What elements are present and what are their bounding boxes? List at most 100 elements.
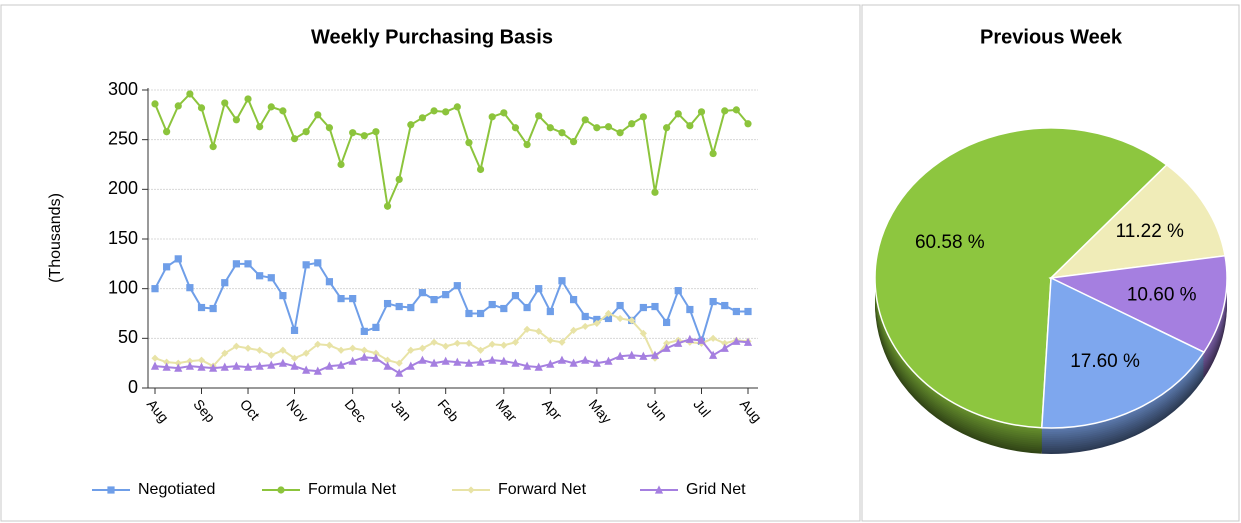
data-point bbox=[604, 314, 613, 323]
data-point bbox=[256, 123, 264, 131]
data-point bbox=[627, 350, 636, 359]
data-point bbox=[616, 314, 624, 323]
data-point bbox=[279, 107, 287, 115]
data-point bbox=[349, 344, 357, 352]
y-tick-label: 100 bbox=[108, 277, 138, 297]
data-point bbox=[267, 360, 276, 369]
data-point bbox=[406, 361, 415, 370]
data-point bbox=[557, 355, 567, 364]
y-tick-label: 300 bbox=[108, 79, 138, 99]
data-point bbox=[535, 327, 543, 335]
data-point bbox=[628, 120, 636, 128]
series-line bbox=[154, 338, 749, 375]
data-point bbox=[209, 304, 217, 313]
data-point bbox=[430, 107, 438, 115]
data-point bbox=[651, 188, 659, 196]
data-point bbox=[581, 312, 589, 321]
data-point bbox=[685, 334, 694, 343]
data-point bbox=[686, 122, 694, 130]
data-point bbox=[174, 255, 182, 263]
data-point bbox=[186, 357, 194, 365]
data-point bbox=[360, 352, 369, 361]
data-point bbox=[592, 358, 601, 367]
data-point bbox=[336, 360, 346, 369]
data-point bbox=[244, 260, 252, 268]
data-point bbox=[522, 361, 532, 370]
pie-slice bbox=[1048, 163, 1226, 280]
data-point bbox=[535, 285, 543, 293]
data-point bbox=[279, 346, 287, 354]
data-point bbox=[221, 349, 229, 357]
data-point bbox=[639, 351, 648, 360]
data-point bbox=[290, 135, 299, 143]
data-point bbox=[581, 116, 589, 124]
data-point bbox=[325, 278, 334, 286]
data-point bbox=[209, 363, 218, 372]
data-point bbox=[650, 350, 660, 359]
y-axis-label: (Thousands) bbox=[47, 193, 64, 283]
data-point bbox=[395, 175, 403, 183]
legend-label: Negotiated bbox=[138, 481, 215, 498]
data-point bbox=[593, 319, 601, 328]
data-point bbox=[371, 353, 381, 362]
data-point bbox=[232, 361, 241, 370]
data-point bbox=[325, 124, 334, 132]
data-point bbox=[220, 362, 229, 371]
data-point bbox=[569, 138, 578, 146]
pie-label: 10.60 % bbox=[1127, 285, 1197, 306]
data-point bbox=[662, 343, 671, 352]
data-point bbox=[476, 357, 485, 366]
data-point bbox=[697, 108, 706, 116]
data-point bbox=[267, 274, 275, 282]
data-point bbox=[639, 329, 647, 337]
data-point bbox=[674, 287, 682, 295]
data-point bbox=[534, 362, 543, 371]
data-point bbox=[488, 340, 496, 348]
data-point bbox=[721, 301, 729, 310]
data-point bbox=[395, 302, 403, 311]
data-point bbox=[256, 272, 264, 280]
data-point bbox=[709, 149, 717, 158]
data-point bbox=[232, 342, 240, 350]
data-point bbox=[302, 128, 310, 136]
data-point bbox=[302, 261, 310, 269]
data-point bbox=[615, 351, 625, 360]
data-point bbox=[511, 292, 520, 300]
data-point bbox=[174, 359, 182, 367]
data-point bbox=[500, 109, 508, 117]
data-point bbox=[744, 307, 752, 316]
data-point bbox=[593, 315, 601, 324]
legend-marker bbox=[107, 486, 115, 494]
data-point bbox=[256, 346, 264, 354]
pie-slice bbox=[874, 127, 1168, 429]
data-point bbox=[151, 354, 159, 362]
legend-marker bbox=[277, 486, 285, 494]
data-point bbox=[383, 202, 392, 210]
pie-slice bbox=[1040, 276, 1206, 429]
data-point bbox=[279, 292, 287, 300]
data-point bbox=[418, 114, 427, 122]
data-point bbox=[407, 303, 415, 312]
data-point bbox=[593, 124, 601, 132]
data-point bbox=[488, 355, 497, 364]
data-point bbox=[314, 340, 322, 348]
data-point bbox=[721, 107, 729, 115]
data-point bbox=[314, 111, 322, 119]
data-point bbox=[464, 358, 474, 367]
data-point bbox=[372, 323, 380, 332]
data-point bbox=[511, 124, 520, 132]
data-point bbox=[151, 285, 159, 293]
data-point bbox=[221, 279, 229, 287]
y-tick-label: 0 bbox=[128, 377, 138, 397]
data-point bbox=[407, 121, 415, 129]
data-point bbox=[663, 318, 671, 327]
data-point bbox=[721, 339, 729, 347]
data-point bbox=[651, 302, 659, 311]
data-point bbox=[349, 129, 357, 137]
data-point bbox=[558, 338, 566, 346]
legend-label: Grid Net bbox=[686, 481, 746, 498]
pie-slice bbox=[1048, 254, 1228, 354]
data-point bbox=[465, 339, 473, 347]
data-point bbox=[197, 362, 206, 371]
